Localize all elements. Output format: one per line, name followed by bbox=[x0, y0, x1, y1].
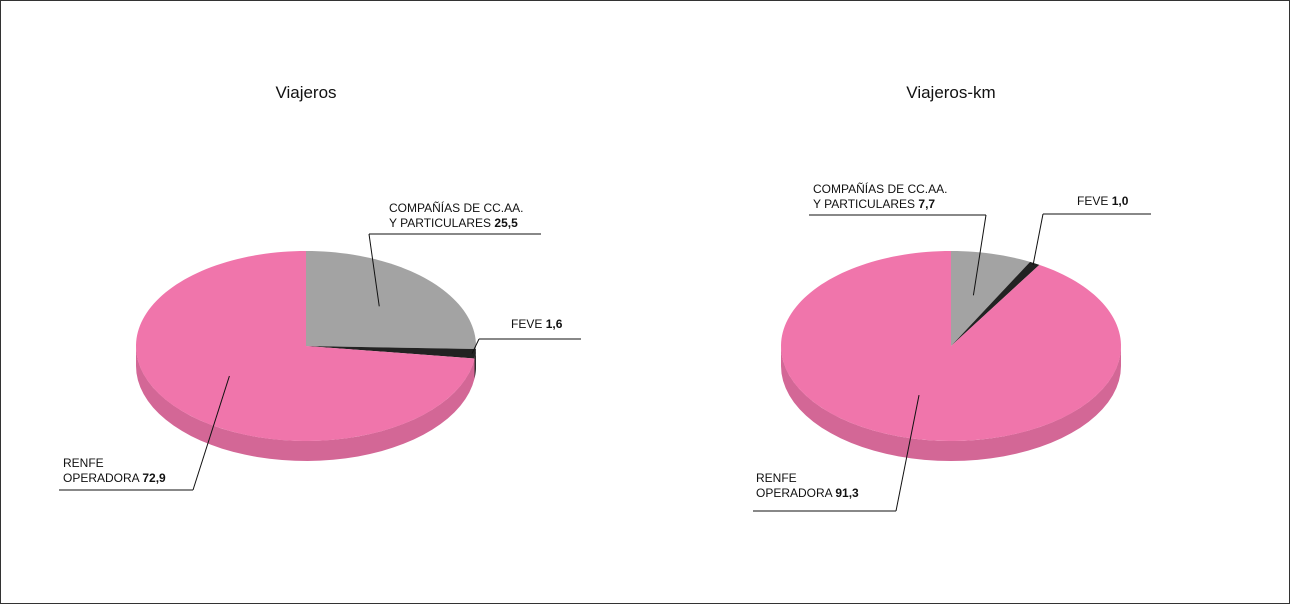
category-label: RENFE OPERADORA bbox=[756, 471, 833, 500]
category-label: FEVE bbox=[1077, 194, 1109, 208]
chart-title: Viajeros bbox=[275, 83, 337, 102]
value-label: 7,7 bbox=[918, 197, 936, 211]
slice-label: FEVE 1,0 bbox=[1077, 194, 1128, 209]
leader-line bbox=[192, 375, 230, 491]
value-label: 25,5 bbox=[494, 216, 518, 230]
leader-line bbox=[972, 214, 987, 296]
slice-label: RENFE OPERADORA 72,9 bbox=[63, 456, 166, 486]
category-label: RENFE OPERADORA bbox=[63, 456, 140, 485]
leader-line bbox=[895, 395, 920, 512]
value-label: 72,9 bbox=[142, 471, 166, 485]
chart-title: Viajeros-km bbox=[906, 83, 996, 102]
value-label: 1,0 bbox=[1111, 194, 1129, 208]
slice bbox=[306, 251, 476, 349]
slice bbox=[951, 261, 1040, 346]
slice-label: COMPAÑÍAS DE CC.AA. Y PARTICULARES 25,5 bbox=[389, 201, 523, 231]
leader-line bbox=[471, 338, 480, 354]
leader-line bbox=[1032, 213, 1044, 266]
slice bbox=[781, 251, 1121, 441]
slice bbox=[951, 251, 1031, 346]
value-label: 1,6 bbox=[545, 317, 563, 331]
slice-side bbox=[136, 346, 475, 461]
slice-label: RENFE OPERADORA 91,3 bbox=[756, 471, 859, 501]
slice-side bbox=[781, 346, 1121, 461]
category-label: COMPAÑÍAS DE CC.AA. Y PARTICULARES bbox=[813, 182, 948, 211]
slice bbox=[136, 251, 475, 441]
slice-label: FEVE 1,6 bbox=[511, 317, 562, 332]
category-label: FEVE bbox=[511, 317, 543, 331]
slice-side bbox=[474, 348, 476, 379]
slice-label: COMPAÑÍAS DE CC.AA. Y PARTICULARES 7,7 bbox=[813, 182, 947, 212]
slice bbox=[306, 346, 476, 359]
category-label: COMPAÑÍAS DE CC.AA. Y PARTICULARES bbox=[389, 201, 524, 230]
leader-line bbox=[368, 233, 380, 307]
value-label: 91,3 bbox=[835, 486, 859, 500]
